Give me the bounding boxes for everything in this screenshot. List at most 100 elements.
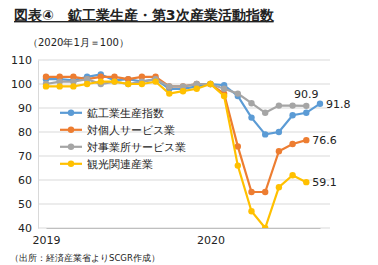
marker — [221, 93, 227, 99]
marker — [262, 131, 268, 137]
marker — [262, 189, 268, 195]
y-tick-label: 40 — [18, 222, 32, 235]
y-axis-line — [38, 61, 39, 229]
marker — [303, 137, 309, 143]
marker — [248, 114, 254, 120]
legend-label: 対事業所サービス業 — [87, 141, 186, 154]
marker — [152, 78, 158, 84]
marker — [289, 112, 295, 118]
y-tick-label: 90 — [18, 102, 32, 115]
legend-marker — [68, 127, 74, 133]
marker — [125, 81, 131, 87]
source: （出所：経済産業省よりSCGR作成） — [10, 253, 160, 263]
annotation: 90.9 — [294, 88, 319, 101]
y-tick-label: 100 — [11, 78, 32, 91]
series-markers — [43, 78, 310, 228]
legend-label: 観光関連産業 — [87, 158, 153, 171]
annotation: 76.6 — [312, 134, 337, 147]
series-line — [46, 77, 306, 192]
y-tick-label: 60 — [18, 174, 32, 187]
chart: 図表④ 鉱工業生産・第3次産業活動指数 （2020年1月＝100） （出所：経済産業… — [0, 0, 378, 265]
grid-line — [38, 60, 330, 61]
marker — [303, 110, 309, 116]
marker — [248, 100, 254, 106]
x-tick: 2019 — [33, 228, 61, 247]
marker — [248, 208, 254, 214]
marker — [276, 148, 282, 154]
marker — [70, 83, 76, 89]
marker — [43, 83, 49, 89]
grid-line — [38, 108, 330, 109]
marker — [207, 81, 213, 87]
y-tick-label: 80 — [18, 126, 32, 139]
marker — [317, 100, 323, 106]
marker — [207, 81, 213, 87]
marker — [276, 102, 282, 108]
series-group — [43, 71, 323, 228]
y-tick: 100 — [11, 78, 38, 91]
marker — [125, 81, 131, 87]
marker — [139, 81, 145, 87]
y-tick-label: 70 — [18, 150, 32, 163]
y-tick-label: 50 — [18, 198, 32, 211]
series-markers — [43, 71, 323, 137]
legend-entry: 鉱工業生産指数 — [60, 107, 164, 120]
marker — [207, 81, 213, 87]
series-markers — [43, 76, 310, 116]
marker — [235, 90, 241, 96]
series-line — [46, 82, 306, 228]
y-tick: 50 — [18, 198, 38, 211]
marker — [221, 86, 227, 92]
marker — [303, 179, 309, 185]
x-tick-label: 2020 — [197, 234, 225, 247]
marker — [111, 78, 117, 84]
y-axis: 40 50 60 70 80 90 100 110 — [11, 54, 39, 235]
marker — [84, 81, 90, 87]
annotation: 91.8 — [326, 98, 351, 111]
legend-entry: 観光関連産業 — [60, 158, 153, 171]
marker — [57, 83, 63, 89]
marker — [111, 78, 117, 84]
y-tick: 60 — [18, 174, 38, 187]
marker — [262, 110, 268, 116]
x-tick-label: 2019 — [33, 234, 61, 247]
marker — [180, 88, 186, 94]
marker — [166, 83, 172, 89]
x-tick: 2020 — [197, 228, 225, 247]
legend-marker — [68, 110, 74, 116]
legend-entry: 対事業所サービス業 — [60, 141, 186, 154]
title: 図表④ 鉱工業生産・第3次産業活動指数 — [14, 7, 275, 23]
marker — [289, 141, 295, 147]
legend: 鉱工業生産指数対個人サービス業対事業所サービス業観光関連産業 — [60, 107, 186, 171]
y-tick: 90 — [18, 102, 38, 115]
grid — [38, 60, 330, 228]
grid-line — [38, 132, 330, 133]
marker — [98, 78, 104, 84]
grid-line — [38, 204, 330, 205]
plot: 40 50 60 70 80 90 100 110 2019 2020 91.8 90.9 76.6 59… — [11, 54, 351, 247]
marker — [43, 74, 49, 80]
y-tick: 110 — [11, 54, 38, 67]
subtitle: （2020年1月＝100） — [28, 37, 129, 48]
marker — [303, 103, 309, 109]
marker — [207, 81, 213, 87]
legend-label: 対個人サービス業 — [87, 124, 175, 137]
marker — [262, 225, 268, 228]
x-axis: 2019 2020 — [33, 228, 321, 247]
marker — [289, 102, 295, 108]
marker — [166, 90, 172, 96]
marker — [276, 129, 282, 135]
marker — [235, 162, 241, 168]
y-tick: 80 — [18, 126, 38, 139]
marker — [194, 86, 200, 92]
marker — [276, 184, 282, 190]
legend-marker — [68, 144, 74, 150]
legend-marker — [68, 161, 74, 167]
marker — [289, 172, 295, 178]
marker — [166, 83, 172, 89]
legend-label: 鉱工業生産指数 — [87, 107, 164, 120]
x-axis-line — [47, 228, 321, 229]
annotation: 59.1 — [312, 176, 337, 189]
grid-line — [38, 228, 330, 229]
y-tick-label: 110 — [11, 54, 32, 67]
